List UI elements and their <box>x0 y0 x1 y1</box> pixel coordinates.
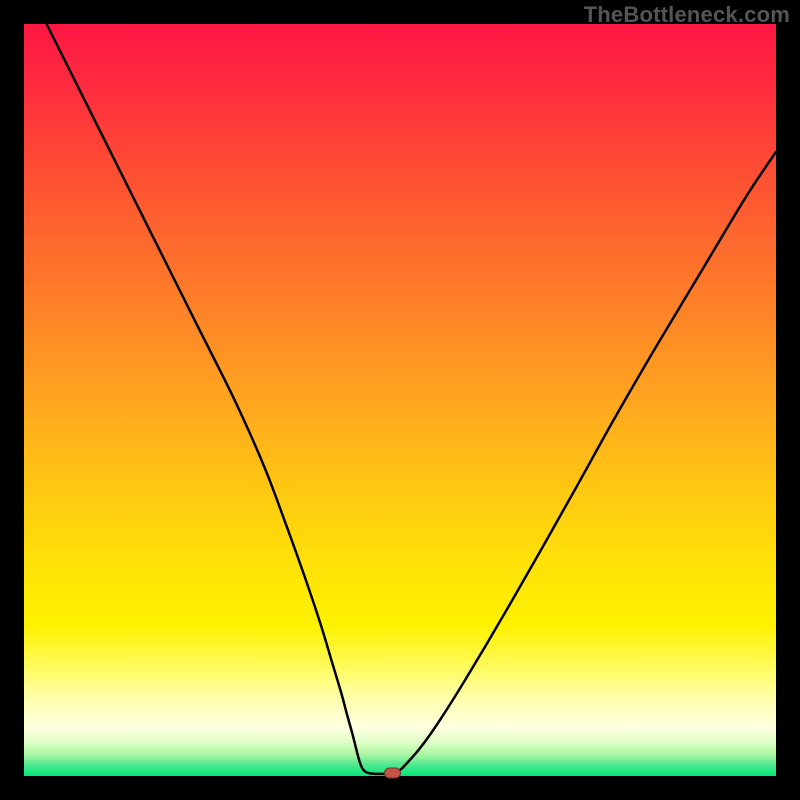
optimal-point-marker <box>384 768 400 778</box>
chart-background-gradient <box>24 24 776 776</box>
chart-container: TheBottleneck.com <box>0 0 800 800</box>
bottleneck-curve-chart <box>0 0 800 800</box>
